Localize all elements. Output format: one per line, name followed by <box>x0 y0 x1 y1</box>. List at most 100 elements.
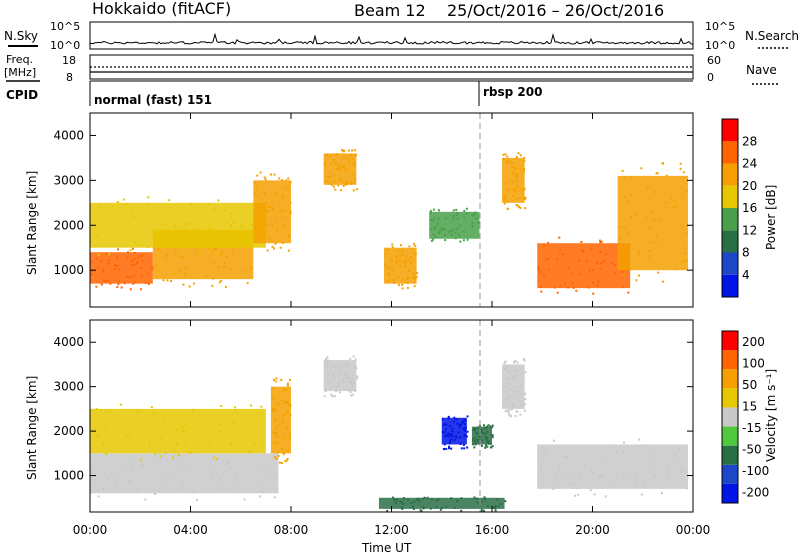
velocity-echo-speckle <box>327 382 330 385</box>
power-echo-speckle <box>456 213 459 216</box>
velocity-echo-speckle <box>95 408 98 411</box>
velocity-echo-speckle <box>351 384 354 387</box>
power-echo-speckle <box>95 257 98 260</box>
power-echo-speckle <box>409 261 412 264</box>
power-echo-speckle <box>333 181 336 184</box>
velocity-echo-speckle <box>483 424 486 427</box>
velocity-echo-speckle <box>396 498 399 501</box>
power-echo-speckle <box>338 166 341 169</box>
power-echo-speckle <box>240 224 243 227</box>
power-echo-speckle <box>283 186 286 189</box>
power-echo-speckle <box>516 185 519 188</box>
power-echo-speckle <box>230 267 233 270</box>
velocity-echo-speckle <box>354 358 357 361</box>
power-echo-speckle <box>517 152 520 155</box>
power-echo-speckle <box>512 194 515 197</box>
velocity-echo-speckle <box>184 423 187 426</box>
power-echo-speckle <box>137 256 140 259</box>
power-echo-speckle <box>510 188 513 191</box>
power-echo-speckle <box>407 259 410 262</box>
power-echo-speckle <box>267 206 270 209</box>
power-echo-speckle <box>177 233 180 236</box>
power-echo-speckle <box>107 258 110 261</box>
velocity-echo-speckle <box>447 435 450 438</box>
velocity-echo-speckle <box>446 434 449 437</box>
colorbar-segment <box>722 119 738 142</box>
velocity-echo-speckle <box>332 372 335 375</box>
power-echo-speckle <box>621 270 624 273</box>
velocity-echo-speckle <box>188 451 191 454</box>
velocity-echo-speckle <box>572 482 575 485</box>
power-echo-speckle <box>456 227 459 230</box>
power-echo-speckle <box>523 159 526 162</box>
velocity-echo-speckle <box>334 386 337 389</box>
power-echo-speckle <box>434 235 437 238</box>
power-echo-speckle <box>329 171 332 174</box>
velocity-echo-speckle <box>640 493 643 496</box>
velocity-echo-speckle <box>448 445 451 448</box>
velocity-echo-speckle <box>188 467 191 470</box>
velocity-echo-speckle <box>286 382 289 385</box>
power-echo-speckle <box>332 159 335 162</box>
power-echo-speckle <box>116 286 119 289</box>
velocity-echo-speckle <box>612 445 615 448</box>
power-echo-speckle <box>283 210 286 213</box>
power-echo-speckle <box>519 167 522 170</box>
power-echo-speckle <box>643 198 646 201</box>
power-echo-speckle <box>165 254 168 257</box>
power-echo-speckle <box>404 264 407 267</box>
power-echo-speckle <box>263 192 266 195</box>
power-echo-speckle <box>401 287 404 290</box>
power-echo-speckle <box>351 157 354 160</box>
velocity-echo-speckle <box>139 459 142 462</box>
power-echo-speckle <box>685 258 688 261</box>
power-echo-speckle <box>504 153 507 156</box>
power-echo-speckle <box>132 275 135 278</box>
velocity-echo-speckle <box>463 447 466 450</box>
power-echo-speckle <box>325 154 328 157</box>
velocity-colorbar: 200 100 50 15 -15 -50 -100 -200 <box>721 330 769 504</box>
power-echo-speckle <box>140 211 143 214</box>
power-echo-speckle <box>353 149 356 152</box>
velocity-echo-speckle <box>478 435 481 438</box>
power-echo-speckle <box>220 250 223 253</box>
velocity-echo-speckle <box>287 449 290 452</box>
power-echo-speckle <box>681 225 684 228</box>
power-echo-speckle <box>659 218 662 221</box>
power-echo-speckle <box>140 244 143 247</box>
power-echo-speckle <box>623 176 626 179</box>
power-echo-speckle <box>682 196 685 199</box>
velocity-echo-speckle <box>476 432 479 435</box>
power-echo-speckle <box>679 162 682 165</box>
velocity-echo-speckle <box>350 382 353 385</box>
power-echo-speckle <box>610 262 613 265</box>
velocity-echo-speckle <box>576 486 579 489</box>
power-echo-speckle <box>406 277 409 280</box>
velocity-echo-speckle <box>567 481 570 484</box>
power-echo-speckle <box>101 270 104 273</box>
power-colorbar: 4 8 12 16 20 24 28 <box>721 118 757 298</box>
velocity-echo-speckle <box>650 462 653 465</box>
velocity-echo-speckle <box>443 443 446 446</box>
velocity-echo-speckle <box>508 382 511 385</box>
velocity-echo-speckle <box>144 498 147 501</box>
power-echo-speckle <box>399 254 402 257</box>
power-echo-speckle <box>345 183 348 186</box>
velocity-echo-speckle <box>284 410 287 413</box>
power-echo-speckle <box>131 207 134 210</box>
velocity-echo-speckle <box>649 452 652 455</box>
nsky-tick-top: 10^5 <box>50 20 80 33</box>
velocity-echo-region <box>90 453 279 494</box>
power-echo-speckle <box>235 244 238 247</box>
power-echo-speckle <box>511 162 514 165</box>
velocity-echo-speckle <box>218 478 221 481</box>
power-echo-speckle <box>458 235 461 238</box>
y-tick-label: 3000 <box>53 173 84 187</box>
power-echo-speckle <box>144 281 147 284</box>
power-echo-speckle <box>246 282 249 285</box>
power-echo-speckle <box>406 281 409 284</box>
velocity-echo-speckle <box>236 481 239 484</box>
power-echo-speckle <box>522 170 525 173</box>
power-echo-speckle <box>513 167 516 170</box>
velocity-echo-speckle <box>345 381 348 384</box>
